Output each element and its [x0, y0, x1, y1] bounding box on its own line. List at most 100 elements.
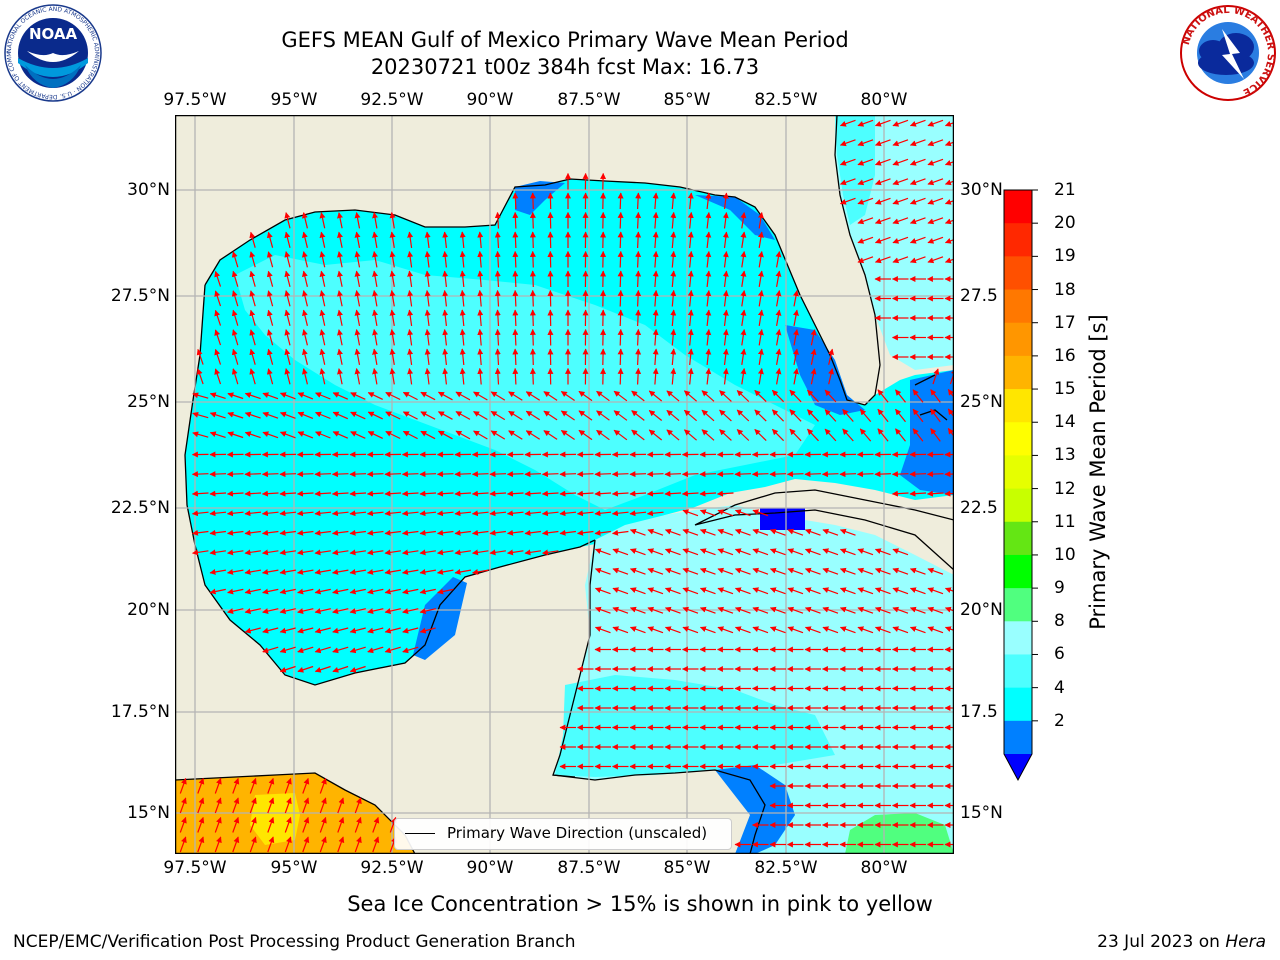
- wave-arrow: [284, 777, 292, 794]
- wave-arrow: [366, 490, 384, 497]
- wave-arrow: [839, 528, 856, 536]
- wave-arrow: [372, 251, 378, 268]
- wave-arrow: [512, 270, 519, 288]
- lon-tick-label: 85°W: [663, 90, 711, 110]
- wave-arrow: [266, 251, 274, 268]
- wave-arrow: [734, 626, 751, 634]
- wave-arrow: [419, 529, 436, 536]
- lon-tick-label: 87.5°W: [557, 858, 621, 878]
- wave-arrow: [810, 329, 817, 346]
- wave-arrow: [337, 212, 343, 229]
- wave-arrow: [699, 606, 716, 614]
- wave-arrow: [617, 348, 624, 366]
- wave-arrow: [631, 390, 645, 402]
- wave-arrow: [804, 528, 821, 536]
- wave-arrow: [670, 328, 677, 346]
- wave-arrow: [494, 250, 501, 268]
- wave-arrow: [437, 569, 454, 575]
- wave-arrow: [874, 626, 891, 634]
- wave-arrow: [612, 587, 629, 595]
- wave-arrow: [822, 587, 839, 595]
- wave-arrow: [301, 290, 308, 307]
- wave-arrow: [436, 490, 454, 497]
- wave-arrow: [284, 231, 291, 248]
- wave-arrow: [490, 430, 506, 440]
- wave-arrow: [209, 411, 226, 419]
- wave-arrow: [332, 392, 349, 400]
- wave-arrow: [839, 626, 856, 634]
- wave-arrow: [389, 329, 396, 346]
- wave-arrow: [319, 348, 326, 365]
- wave-arrow: [384, 569, 402, 575]
- wave-arrow: [793, 348, 799, 366]
- wave-arrow: [687, 348, 694, 366]
- wave-arrow: [752, 626, 769, 634]
- wave-arrow: [542, 529, 559, 536]
- wave-arrow: [789, 389, 802, 403]
- wave-arrow: [494, 231, 501, 249]
- lat-tick-label: 17.5: [960, 702, 998, 722]
- wave-arrow: [874, 548, 891, 556]
- wave-arrow: [736, 429, 750, 441]
- wave-arrow: [314, 510, 332, 517]
- noaa-logo-text: NOAA: [29, 25, 78, 43]
- wave-arrow: [839, 119, 856, 127]
- colorbar-tick-label: 2: [1054, 710, 1065, 731]
- wave-arrow: [775, 270, 782, 288]
- wave-arrow: [284, 836, 292, 853]
- wave-arrow: [839, 197, 856, 205]
- wave-arrow: [705, 251, 712, 268]
- wave-arrow: [874, 567, 891, 575]
- colorbar-segment: [1004, 654, 1032, 689]
- wave-arrow: [648, 410, 663, 421]
- wave-arrow: [319, 368, 326, 385]
- wave-arrow: [927, 236, 944, 244]
- colorbar-tick-label: 20: [1054, 213, 1076, 234]
- wave-arrow: [687, 192, 694, 210]
- wave-arrow: [354, 348, 361, 366]
- wave-arrow: [214, 836, 222, 853]
- wave-arrow: [617, 250, 624, 268]
- wave-arrow: [752, 509, 769, 517]
- wave-arrow: [231, 348, 239, 365]
- lon-tick-label: 97.5°W: [163, 858, 227, 878]
- wave-arrow: [284, 797, 292, 814]
- wave-arrow: [284, 329, 291, 346]
- wave-arrow: [635, 231, 642, 249]
- wave-arrow: [717, 509, 734, 517]
- wave-arrow: [489, 549, 506, 556]
- wave-arrow: [249, 290, 256, 307]
- wave-arrow: [757, 251, 764, 268]
- wave-arrow: [337, 836, 345, 853]
- wave-arrow: [490, 391, 506, 401]
- wave-arrow: [424, 290, 431, 307]
- wave-arrow: [664, 587, 681, 595]
- wave-arrow: [757, 368, 764, 385]
- wave-arrow: [401, 510, 419, 517]
- wave-arrow: [354, 797, 362, 814]
- wave-arrow: [687, 211, 694, 229]
- wave-arrow: [262, 646, 279, 654]
- mexico-gulf-coast: [184, 284, 596, 686]
- wave-arrow: [857, 217, 874, 225]
- wave-arrow: [740, 212, 747, 229]
- wave-arrow: [209, 431, 226, 438]
- wave-arrow: [877, 408, 889, 423]
- wave-arrow: [354, 212, 361, 229]
- colorbar-segment: [1004, 621, 1032, 655]
- wave-arrow: [666, 429, 680, 441]
- wave-arrow: [249, 329, 256, 346]
- wave-arrow: [407, 329, 414, 346]
- colorbar-tick-label: 14: [1054, 412, 1076, 433]
- wave-arrow: [824, 389, 837, 403]
- wave-arrow: [419, 588, 436, 595]
- cuba-coast: [694, 489, 954, 571]
- wave-arrow: [349, 646, 366, 654]
- wave-arrow: [722, 192, 729, 209]
- noaa-logo: NATIONAL OCEANIC AND ATMOSPHERIC ADMINIS…: [3, 3, 102, 102]
- colorbar-tick-label: 9: [1054, 578, 1065, 599]
- wave-arrow: [279, 646, 296, 654]
- wave-arrow: [337, 309, 343, 326]
- wave-arrow: [384, 646, 401, 654]
- wave-arrow: [477, 270, 484, 288]
